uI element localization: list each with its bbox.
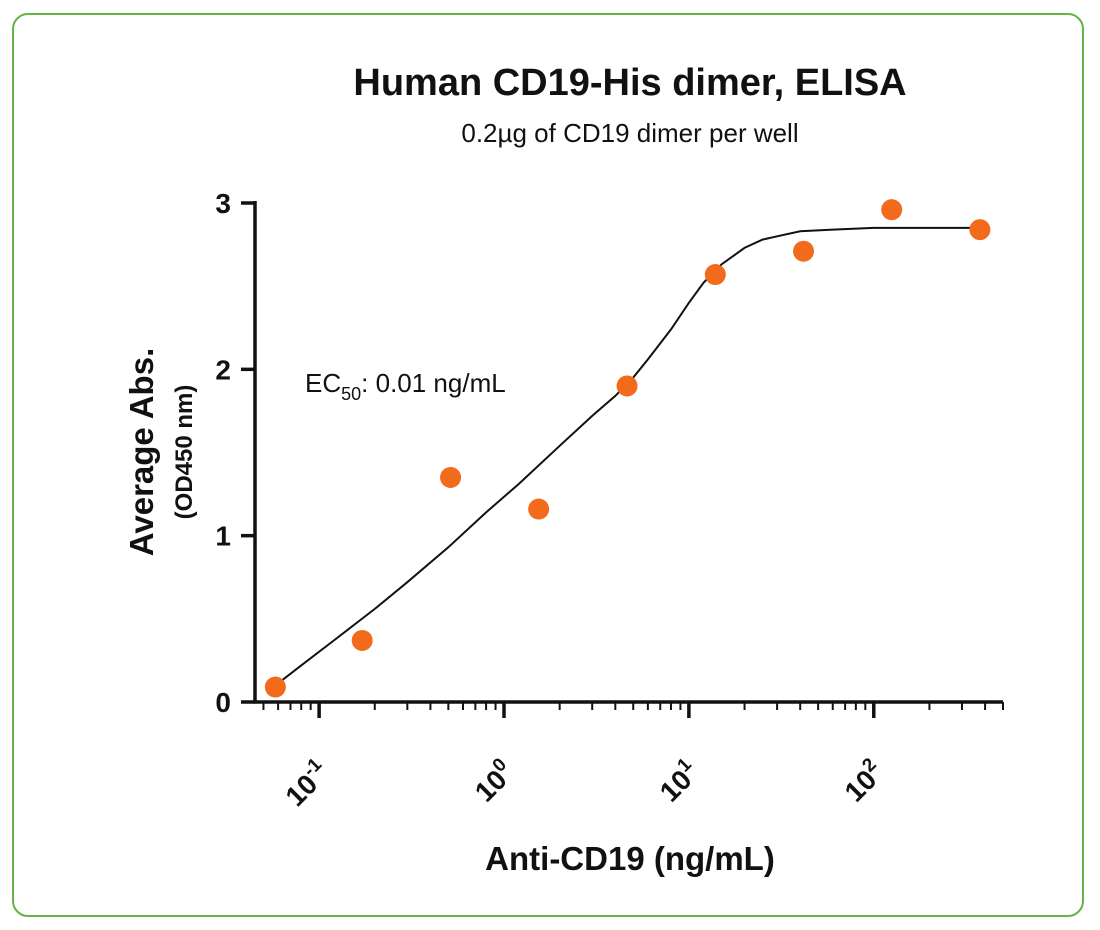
chart-title: Human CD19-His dimer, ELISA bbox=[353, 62, 907, 104]
x-tick-label: 100 bbox=[467, 754, 521, 808]
data-point bbox=[264, 676, 286, 698]
ec50-prefix: EC bbox=[305, 368, 341, 398]
ec50-value: : 0.01 ng/mL bbox=[361, 368, 506, 398]
x-tick-label: 101 bbox=[652, 754, 706, 808]
y-tick-label: 3 bbox=[215, 188, 231, 219]
data-point bbox=[528, 498, 550, 520]
chart-subtitle: 0.2µg of CD19 dimer per well bbox=[461, 118, 799, 148]
data-points bbox=[264, 199, 991, 698]
y-axis-subtitle: (OD450 nm) bbox=[171, 385, 198, 520]
y-tick-label: 1 bbox=[215, 521, 231, 552]
data-point bbox=[351, 629, 373, 651]
x-tick-label: 102 bbox=[836, 754, 890, 808]
y-tick-label: 0 bbox=[215, 687, 231, 718]
fit-curve bbox=[274, 226, 986, 687]
data-point bbox=[969, 219, 991, 241]
data-point bbox=[704, 264, 726, 286]
y-tick-label: 2 bbox=[215, 354, 231, 385]
x-tick-label: 10-1 bbox=[277, 754, 335, 812]
ec50-subscript: 50 bbox=[341, 384, 361, 404]
data-point bbox=[440, 466, 462, 488]
y-axis-title: Average Abs. bbox=[123, 348, 160, 556]
labels: EC50: 0.01 ng/mL Anti-CD19 (ng/mL) Avera… bbox=[123, 348, 775, 877]
x-axis-title: Anti-CD19 (ng/mL) bbox=[485, 840, 775, 877]
chart-frame bbox=[12, 13, 1084, 917]
data-point bbox=[616, 375, 638, 397]
axes: 0 1 2 3 10-1 100 101 102 bbox=[215, 188, 1004, 812]
fit-curve-group bbox=[274, 226, 986, 687]
data-point bbox=[793, 240, 815, 262]
ec50-annotation: EC50: 0.01 ng/mL bbox=[305, 368, 506, 404]
data-point bbox=[881, 199, 903, 221]
